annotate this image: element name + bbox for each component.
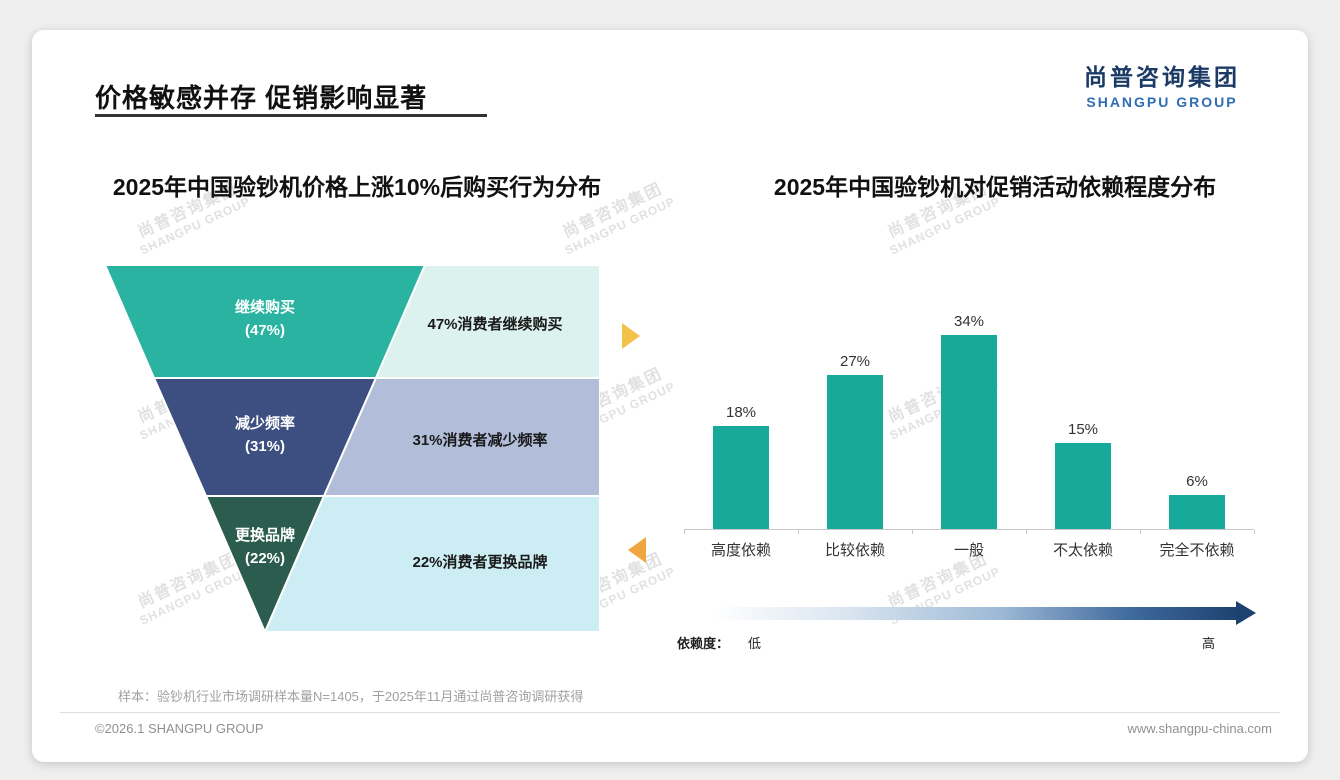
footer-divider	[60, 712, 1280, 713]
axis-low-label: 低	[748, 636, 762, 651]
bar-value-label: 34%	[953, 313, 985, 330]
bar-category-label: 高度依赖	[710, 542, 771, 559]
funnel-segment-pct: (47%)	[244, 321, 285, 339]
axis-tick	[912, 530, 913, 534]
bar-value-label: 27%	[839, 353, 871, 370]
funnel-segment-label: 减少频率 (31%)	[155, 413, 375, 458]
bar-category-label: 一般	[953, 542, 984, 559]
funnel-segment-label: 更换品牌 (22%)	[165, 525, 365, 570]
gradient-arrow-head-icon	[1236, 601, 1256, 625]
bar-value-label: 6%	[1186, 473, 1208, 490]
yellow-right-arrow-icon	[622, 323, 640, 349]
funnel-segment-name: 继续购买	[234, 299, 295, 316]
funnel-segment-pct: (22%)	[244, 549, 285, 567]
funnel-segment-name: 更换品牌	[234, 527, 295, 544]
bar-value-label: 15%	[1067, 421, 1099, 438]
funnel-segment-desc: 22%消费者更换品牌	[412, 554, 548, 571]
funnel-segment-pct: (31%)	[244, 437, 285, 455]
sample-note: 样本：验钞机行业市场调研样本量N=1405，于2025年11月通过尚普咨询调研获…	[118, 689, 584, 704]
bar-column: 34%	[912, 313, 1026, 529]
funnel-chart: 继续购买 (47%) 47%消费者继续购买 减少频率 (31%) 31%消费者减…	[100, 263, 660, 643]
slide-card: 尚普咨询集团 SHANGPU GROUP 尚普咨询集团 SHANGPU GROUP 尚普…	[32, 30, 1308, 762]
axis-tick	[1140, 530, 1141, 534]
bar-column: 27%	[798, 353, 912, 529]
axis-tick	[1254, 530, 1255, 534]
funnel-chart-title: 2025年中国验钞机价格上涨10%后购买行为分布	[112, 174, 602, 200]
bar-chart-title: 2025年中国验钞机对促销活动依赖程度分布	[773, 174, 1217, 200]
bar-category-label: 完全不依赖	[1159, 542, 1235, 559]
bar-category-label: 比较依赖	[824, 542, 885, 559]
bar-plot: 18% 27% 34% 15% 6%	[684, 310, 1254, 530]
funnel-segment-desc: 31%消费者减少频率	[412, 432, 548, 449]
bar-chart: 18% 27% 34% 15% 6% 高度依赖 比较依赖 一般 不太依赖 完全不依赖	[684, 310, 1255, 560]
logo-chinese-text: 尚普咨询集团	[1084, 64, 1240, 90]
axis-tick-row	[684, 530, 1255, 535]
funnel-segment-desc: 47%消费者继续购买	[427, 316, 563, 333]
bar-column: 15%	[1026, 421, 1140, 529]
yellow-left-arrow-icon	[628, 537, 646, 563]
bar-column: 6%	[1140, 473, 1254, 529]
bar-categories: 高度依赖 比较依赖 一般 不太依赖 完全不依赖	[684, 539, 1254, 560]
bar	[713, 426, 769, 529]
company-logo: 尚普咨询集团 SHANGPU GROUP	[1084, 58, 1240, 110]
footer-copyright: ©2026.1 SHANGPU GROUP	[95, 721, 264, 736]
axis-tick	[684, 530, 685, 534]
gradient-arrow-body	[712, 606, 1236, 620]
bar-value-label: 18%	[725, 404, 757, 421]
bar	[1055, 443, 1111, 529]
funnel-segment-label: 继续购买 (47%)	[155, 297, 375, 342]
axis-high-label: 高	[1202, 636, 1216, 651]
bar	[1169, 495, 1225, 529]
funnel-shapes	[103, 264, 601, 635]
title-underline	[95, 114, 487, 117]
footer-website: www.shangpu-china.com	[1127, 721, 1272, 736]
bar	[827, 375, 883, 529]
axis-tick	[1026, 530, 1027, 534]
dependence-gradient-arrow	[712, 601, 1256, 625]
bar-column: 18%	[684, 404, 798, 529]
axis-tick	[798, 530, 799, 534]
dependence-axis-label: 依赖度：	[677, 636, 730, 651]
funnel-segment-name: 减少频率	[234, 415, 295, 432]
logo-english-text: SHANGPU GROUP	[1086, 94, 1238, 110]
bar-category-label: 不太依赖	[1052, 542, 1113, 559]
bar	[941, 335, 997, 529]
page-title: 价格敏感并存 促销影响显著	[95, 83, 428, 113]
